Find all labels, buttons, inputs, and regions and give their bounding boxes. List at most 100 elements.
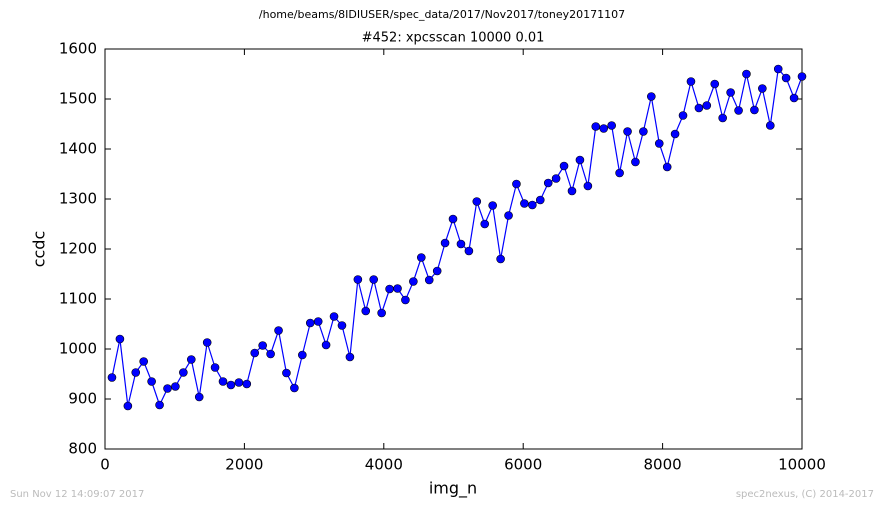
y-tick-label: 1500: [59, 90, 97, 108]
chart-suptitle: /home/beams/8IDIUSER/spec_data/2017/Nov2…: [259, 8, 625, 21]
data-point: [726, 88, 735, 97]
data-point: [639, 127, 648, 136]
y-tick-label: 800: [68, 440, 97, 458]
data-point: [472, 197, 482, 206]
data-point: [567, 186, 577, 196]
data-point: [702, 101, 712, 110]
data-point: [234, 378, 244, 387]
data-point: [266, 349, 275, 359]
data-point: [401, 295, 410, 305]
data-point: [607, 121, 616, 130]
data-point: [504, 211, 513, 220]
data-point: [765, 121, 775, 130]
data-point: [464, 246, 474, 256]
data-point: [393, 284, 402, 293]
data-point: [250, 348, 260, 358]
data-point: [448, 214, 458, 224]
y-tick-label: 1600: [59, 40, 97, 58]
data-point: [535, 195, 545, 205]
data-point: [305, 318, 315, 328]
y-tick-label: 1400: [59, 140, 97, 158]
data-point: [456, 239, 466, 249]
data-point: [647, 92, 656, 101]
data-point: [583, 181, 593, 191]
data-point: [377, 308, 386, 318]
data-point: [242, 379, 252, 389]
data-point: [163, 384, 172, 393]
y-tick-label: 1100: [59, 290, 97, 308]
data-point: [202, 338, 212, 347]
data-point: [694, 103, 704, 113]
data-point: [750, 105, 759, 115]
x-tick-label: 0: [100, 456, 110, 474]
footer-right: spec2nexus, (C) 2014-2017: [736, 489, 874, 500]
series-line: [111, 67, 803, 407]
data-point: [218, 377, 228, 386]
data-point: [623, 127, 632, 136]
data-point: [559, 161, 569, 171]
data-point: [345, 352, 355, 362]
data-point: [432, 266, 442, 276]
data-point: [654, 139, 664, 148]
data-point: [599, 124, 609, 133]
data-point: [520, 199, 529, 208]
data-point: [551, 174, 561, 183]
data-point: [789, 93, 799, 103]
x-axis-label: img_n: [429, 479, 477, 499]
data-point: [282, 368, 291, 378]
data-point: [186, 355, 196, 364]
data-point: [115, 334, 125, 344]
data-point: [369, 275, 378, 284]
x-tick-label: 2000: [225, 456, 263, 474]
data-point: [591, 122, 601, 131]
x-tick-label: 6000: [504, 456, 542, 474]
data-point: [171, 382, 180, 391]
data-point: [488, 201, 497, 210]
y-tick-label: 900: [68, 390, 97, 408]
data-point: [440, 238, 450, 248]
data-point: [678, 111, 688, 120]
data-point: [139, 357, 148, 366]
data-point: [123, 401, 133, 411]
data-point: [274, 326, 283, 335]
data-point: [512, 179, 521, 189]
data-point: [131, 368, 141, 377]
y-tick-label: 1200: [59, 240, 97, 258]
y-axis-label: ccdc: [30, 231, 49, 268]
data-point: [631, 157, 640, 167]
data-point: [210, 363, 220, 372]
data-point: [773, 64, 783, 74]
data-point: [385, 284, 394, 294]
data-point: [147, 377, 156, 386]
data-point: [480, 219, 490, 229]
data-point: [424, 275, 434, 285]
data-point: [361, 306, 371, 316]
data-point: [686, 77, 696, 86]
data-point: [710, 79, 720, 89]
data-point: [409, 277, 418, 286]
y-tick-label: 1300: [59, 190, 97, 208]
x-tick-label: 8000: [644, 456, 682, 474]
data-point: [179, 368, 188, 377]
data-point: [575, 155, 585, 165]
data-point: [298, 350, 307, 360]
data-point: [670, 129, 680, 139]
data-point: [321, 340, 331, 350]
chart-title: #452: xpcsscan 10000 0.01: [362, 31, 545, 46]
data-point: [615, 168, 624, 178]
data-point: [226, 380, 236, 390]
data-point: [718, 113, 727, 123]
data-point: [416, 253, 426, 262]
data-point: [329, 312, 339, 321]
data-point: [781, 73, 791, 83]
data-point: [528, 200, 537, 210]
data-point: [543, 178, 553, 188]
data-point: [313, 317, 323, 326]
data-point: [290, 383, 299, 393]
data-point: [353, 275, 363, 284]
data-point: [734, 106, 743, 115]
data-point: [742, 69, 751, 79]
data-point: [337, 321, 347, 330]
x-tick-label: 4000: [365, 456, 403, 474]
